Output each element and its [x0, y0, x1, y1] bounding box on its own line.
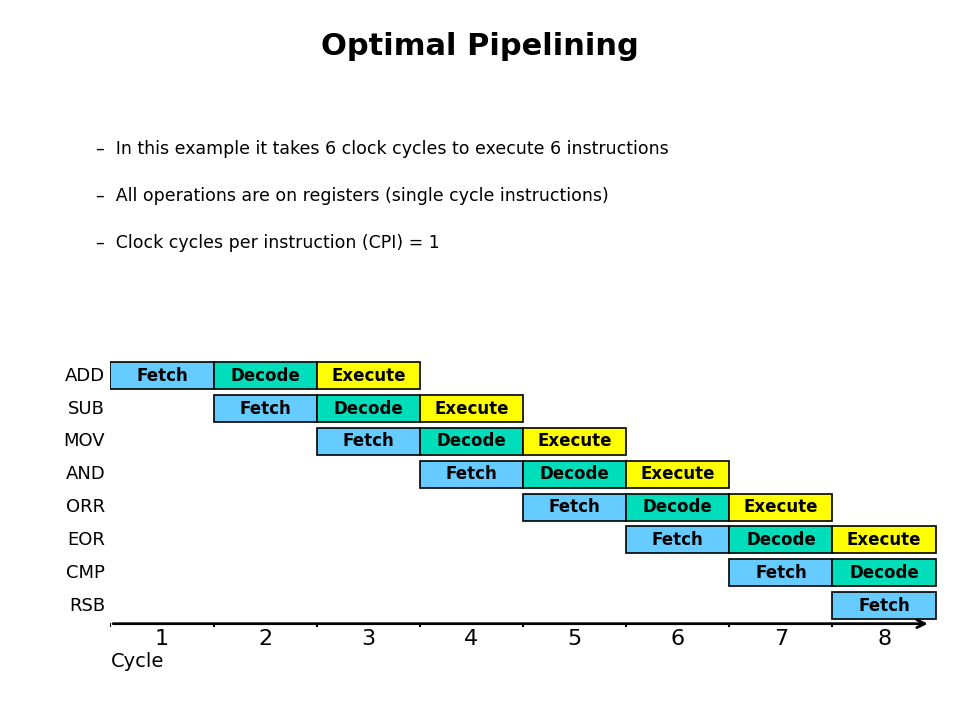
- FancyBboxPatch shape: [626, 494, 730, 521]
- Text: –  Clock cycles per instruction (CPI) = 1: – Clock cycles per instruction (CPI) = 1: [96, 234, 440, 252]
- Text: Execute: Execute: [640, 465, 715, 483]
- Text: Fetch: Fetch: [549, 498, 600, 516]
- Text: Execute: Execute: [744, 498, 818, 516]
- Text: Fetch: Fetch: [445, 465, 497, 483]
- FancyBboxPatch shape: [832, 526, 936, 554]
- FancyBboxPatch shape: [523, 494, 626, 521]
- FancyBboxPatch shape: [213, 362, 317, 390]
- Text: Fetch: Fetch: [343, 433, 395, 451]
- FancyBboxPatch shape: [626, 526, 730, 554]
- FancyBboxPatch shape: [730, 494, 832, 521]
- Text: CMP: CMP: [66, 564, 106, 582]
- Text: Execute: Execute: [847, 531, 922, 549]
- Text: Fetch: Fetch: [652, 531, 704, 549]
- Text: ADD: ADD: [65, 366, 106, 384]
- Text: Decode: Decode: [850, 564, 919, 582]
- Text: Decode: Decode: [643, 498, 712, 516]
- Text: Decode: Decode: [437, 433, 506, 451]
- Text: 6: 6: [671, 629, 684, 649]
- FancyBboxPatch shape: [213, 395, 317, 422]
- Text: –  In this example it takes 6 clock cycles to execute 6 instructions: – In this example it takes 6 clock cycle…: [96, 140, 669, 158]
- FancyBboxPatch shape: [832, 592, 936, 619]
- Text: EOR: EOR: [67, 531, 106, 549]
- Text: 7: 7: [774, 629, 788, 649]
- Text: Decode: Decode: [540, 465, 610, 483]
- FancyBboxPatch shape: [110, 362, 213, 390]
- Text: 3: 3: [361, 629, 375, 649]
- Text: Fetch: Fetch: [755, 564, 806, 582]
- FancyBboxPatch shape: [523, 428, 626, 455]
- FancyBboxPatch shape: [317, 362, 420, 390]
- Text: MOV: MOV: [63, 433, 106, 451]
- FancyBboxPatch shape: [626, 461, 730, 487]
- Text: 4: 4: [465, 629, 478, 649]
- Text: Decode: Decode: [746, 531, 816, 549]
- Text: ORR: ORR: [66, 498, 106, 516]
- FancyBboxPatch shape: [730, 526, 832, 554]
- Text: Execute: Execute: [434, 400, 509, 418]
- FancyBboxPatch shape: [420, 428, 523, 455]
- Text: Decode: Decode: [333, 400, 403, 418]
- Text: Optimal Pipelining: Optimal Pipelining: [322, 32, 638, 61]
- Text: 8: 8: [877, 629, 891, 649]
- Text: Execute: Execute: [331, 366, 405, 384]
- FancyBboxPatch shape: [832, 559, 936, 586]
- Text: –  All operations are on registers (single cycle instructions): – All operations are on registers (singl…: [96, 187, 609, 205]
- Text: Fetch: Fetch: [858, 597, 910, 615]
- Text: SUB: SUB: [68, 400, 106, 418]
- Text: 2: 2: [258, 629, 273, 649]
- Text: Decode: Decode: [230, 366, 300, 384]
- FancyBboxPatch shape: [730, 559, 832, 586]
- FancyBboxPatch shape: [317, 395, 420, 422]
- FancyBboxPatch shape: [420, 461, 523, 487]
- Text: 1: 1: [155, 629, 169, 649]
- Text: Cycle: Cycle: [110, 652, 164, 670]
- FancyBboxPatch shape: [523, 461, 626, 487]
- Text: Execute: Execute: [538, 433, 612, 451]
- FancyBboxPatch shape: [420, 395, 523, 422]
- Text: Fetch: Fetch: [239, 400, 291, 418]
- FancyBboxPatch shape: [317, 428, 420, 455]
- Text: AND: AND: [65, 465, 106, 483]
- Text: Fetch: Fetch: [136, 366, 188, 384]
- Text: RSB: RSB: [69, 597, 106, 615]
- Text: 5: 5: [567, 629, 582, 649]
